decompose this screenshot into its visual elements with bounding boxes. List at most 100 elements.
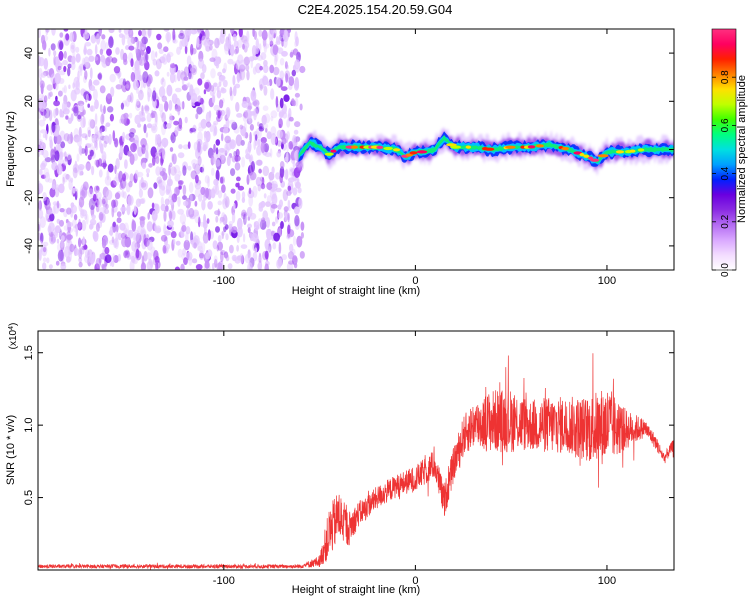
ridge-hotspot (579, 153, 585, 157)
noise-dot (255, 134, 258, 141)
noise-dot (94, 99, 99, 110)
noise-dot (236, 244, 240, 252)
noise-dot (131, 241, 138, 252)
noise-dot (82, 109, 86, 115)
noise-dot (95, 141, 99, 151)
noise-dot (87, 129, 91, 138)
noise-dot (278, 35, 281, 45)
noise-dot (197, 126, 204, 132)
noise-dot (286, 134, 289, 140)
noise-dot (150, 50, 156, 62)
noise-dot (227, 263, 233, 270)
noise-dot (288, 141, 294, 150)
noise-dot (196, 106, 203, 115)
noise-dot (242, 43, 245, 50)
noise-dot (159, 170, 166, 176)
noise-dot (72, 187, 77, 194)
noise-dot (205, 187, 210, 199)
noise-dot (245, 153, 251, 160)
noise-dot (70, 89, 77, 102)
noise-dot (169, 210, 173, 221)
noise-dot (186, 55, 192, 66)
ridge-hotspot (583, 154, 590, 158)
noise-dot (146, 172, 150, 178)
noise-dot (299, 65, 306, 74)
noise-dot (262, 64, 269, 74)
noise-dot (193, 242, 197, 249)
noise-dot (249, 124, 254, 131)
noise-dot (202, 232, 209, 244)
noise-dot (56, 243, 62, 252)
noise-dot (116, 211, 122, 218)
snr-series-line (38, 353, 674, 570)
noise-dot (66, 101, 71, 108)
noise-dot (279, 161, 285, 169)
noise-dot (195, 174, 199, 184)
noise-dot (245, 64, 250, 72)
noise-dot (158, 86, 166, 98)
noise-dot (214, 258, 218, 268)
noise-dot (291, 69, 296, 77)
noise-dot (281, 50, 288, 57)
noise-dot (112, 253, 116, 262)
noise-dot (277, 204, 282, 210)
noise-dot (115, 224, 119, 233)
noise-dot (76, 110, 83, 122)
noise-dot (160, 78, 164, 85)
noise-dot (53, 230, 59, 238)
noise-dot (153, 182, 158, 190)
noise-dot (154, 224, 157, 232)
ridge-hotspot (590, 158, 600, 162)
noise-dot (274, 136, 279, 146)
noise-dot (255, 104, 260, 115)
noise-dot (182, 184, 187, 196)
noise-dot (48, 47, 51, 57)
noise-dot (229, 139, 237, 150)
noise-dot (153, 250, 159, 261)
noise-dot (181, 84, 188, 91)
chart-title: C2E4.2025.154.20.59.G04 (297, 2, 453, 17)
noise-dot (84, 135, 88, 141)
noise-dot (274, 55, 278, 66)
noise-dot (279, 70, 285, 80)
noise-dot (49, 139, 53, 149)
noise-dot (119, 145, 124, 158)
noise-dot (239, 124, 244, 130)
noise-dot (42, 192, 47, 201)
noise-dot (189, 67, 194, 80)
noise-dot (300, 232, 304, 239)
noise-dot (276, 259, 282, 269)
noise-dot (231, 155, 237, 163)
noise-dot (83, 75, 87, 84)
noise-dot (197, 241, 203, 251)
noise-dot (102, 204, 107, 217)
noise-dot (222, 79, 228, 88)
noise-dot (76, 153, 80, 162)
noise-dot (190, 239, 197, 245)
ridge-hotspot (535, 144, 545, 148)
noise-dot (140, 182, 147, 188)
noise-dot (107, 106, 114, 113)
noise-dot (38, 183, 44, 194)
noise-dot (214, 159, 221, 167)
x-tick-label: -100 (213, 575, 235, 587)
noise-dot (140, 117, 146, 122)
y-tick-label: 1.0 (23, 418, 35, 433)
noise-dot (165, 243, 171, 250)
noise-dot (143, 51, 148, 64)
noise-dot (38, 110, 42, 119)
noise-dot (226, 109, 230, 119)
noise-dot (123, 227, 128, 234)
noise-dot (246, 146, 251, 155)
noise-dot (58, 78, 65, 84)
noise-dot (178, 117, 183, 129)
noise-dot (38, 29, 41, 38)
noise-dot (46, 215, 50, 220)
noise-dot (60, 240, 65, 248)
noise-dot (247, 105, 252, 110)
noise-dot (151, 210, 158, 222)
noise-dot (165, 183, 171, 194)
noise-dot (292, 48, 299, 56)
noise-dot (82, 116, 86, 128)
noise-dot (263, 42, 268, 54)
